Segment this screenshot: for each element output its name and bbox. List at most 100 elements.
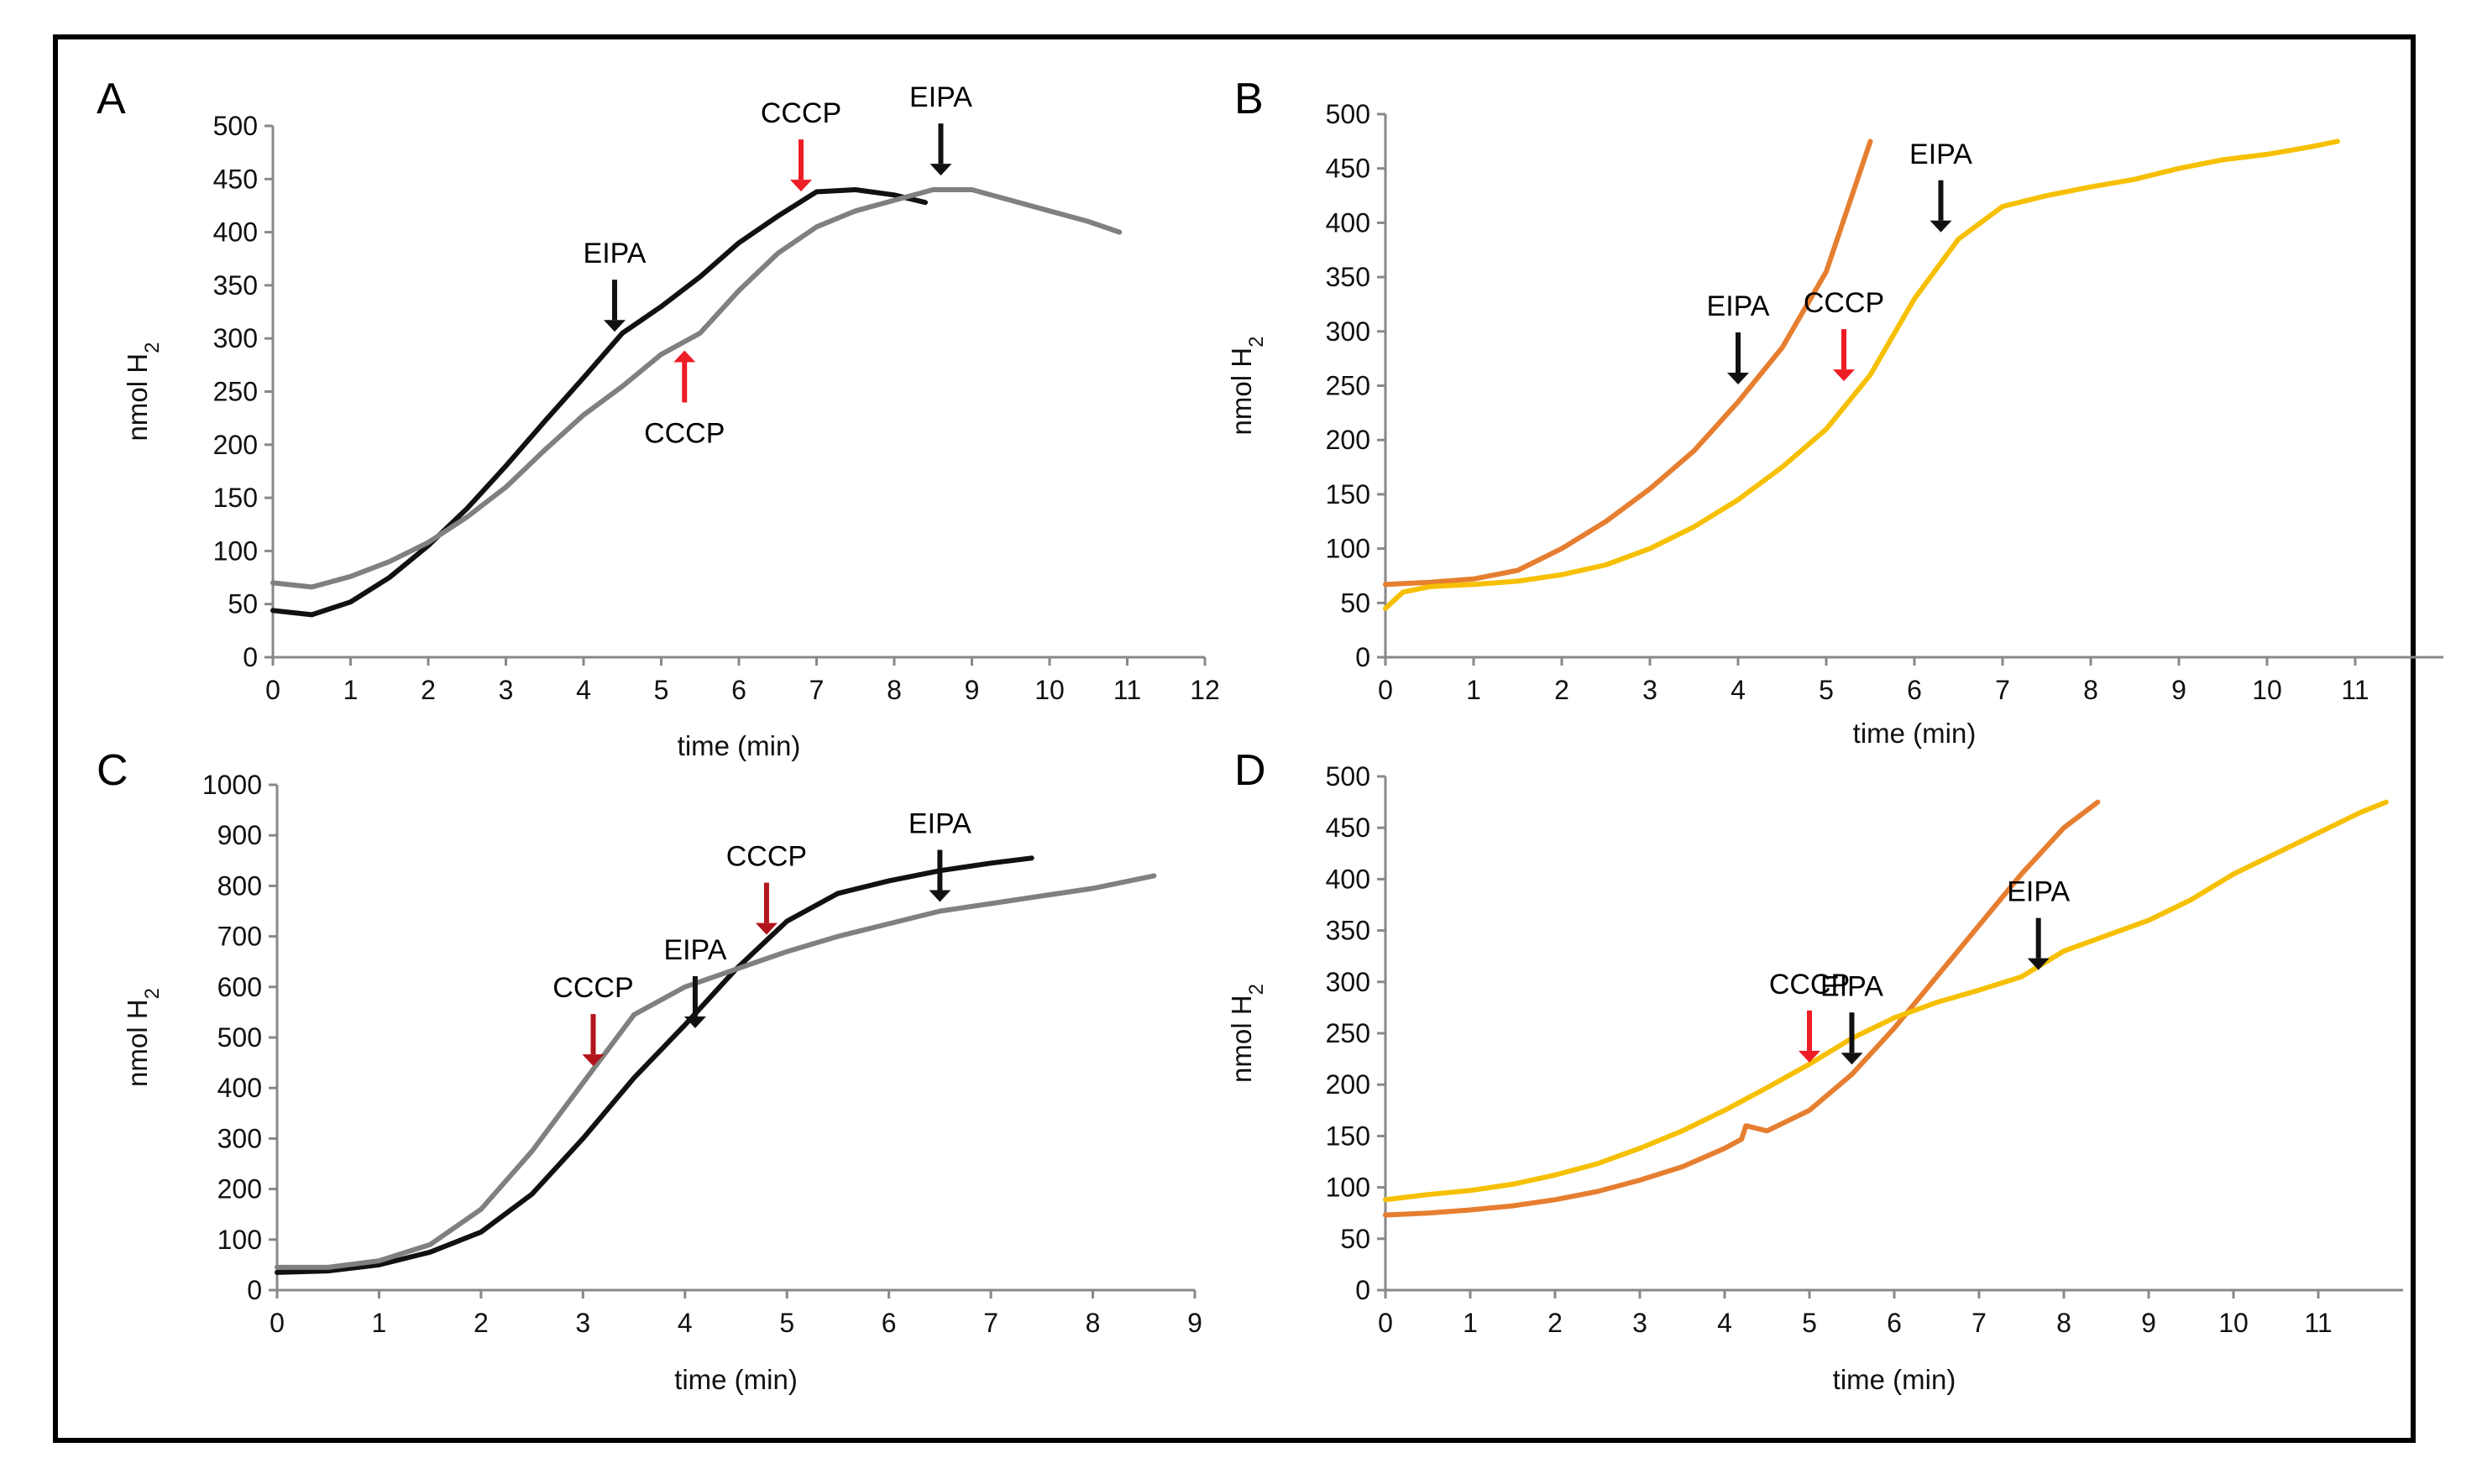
x-tick-label: 4 [576,675,591,705]
annotation-arrow-head [929,164,952,176]
x-tick-label: 9 [965,675,980,705]
annotation-arrow-head [1841,1053,1863,1065]
x-axis-title: time (min) [1853,718,1977,749]
y-axis-title: nmol H2 [122,342,164,442]
x-tick-label: 0 [265,675,280,705]
panel-c: C 0 100 200 300 400 500 600 700 800 900 1000 0 1 2 3 4 5 6… [97,746,1202,1395]
y-tick-label: 1000 [202,770,262,800]
series-line-yellow [1383,138,2340,611]
x-tick-label: 3 [575,1308,590,1338]
y-tick-label: 500 [217,1022,262,1053]
y-tick-label: 200 [1326,425,1370,455]
x-tick-label: 3 [1632,1308,1647,1338]
x-tick-label: 8 [887,675,902,705]
annotation-label: EIPA [1820,970,1883,1002]
x-tick-label: 9 [2171,675,2186,705]
x-tick-label: 5 [654,675,669,705]
x-tick-label: 11 [2304,1308,2332,1338]
y-tick-label: 100 [1326,534,1370,564]
x-tick-label: 4 [1717,1308,1732,1338]
annotation-label: CCCP [644,418,725,450]
annotation-label: EIPA [1707,290,1770,322]
annotation-arrow-head [683,1016,706,1028]
annotation-label: EIPA [584,238,647,269]
series-line-gray [275,873,1157,1270]
y-tick-label: 250 [213,377,258,407]
x-tick-label: 1 [1466,675,1481,705]
x-tick-label: 0 [270,1308,285,1338]
x-tick-label: 3 [499,675,514,705]
y-tick-label: 100 [213,536,258,566]
annotation-arrow-head [604,320,626,332]
y-tick-label: 400 [217,1073,262,1103]
y-tick-label: 350 [1326,262,1370,292]
y-axis-title-subscript: 2 [1245,337,1268,347]
annotation-label: EIPA [908,807,971,839]
y-tick-label: 500 [213,111,258,141]
x-tick-label: 2 [1547,1308,1563,1338]
x-axis-title: time (min) [1833,1364,1956,1395]
y-tick-label: 50 [1340,1224,1370,1254]
y-tick-label: 150 [1326,479,1370,509]
x-tick-label: 9 [1187,1308,1202,1338]
x-tick-label: 7 [1995,675,2010,705]
x-tick-label: 7 [809,675,825,705]
y-tick-label: 500 [1326,99,1370,129]
x-tick-label: 1 [372,1308,387,1338]
y-tick-label: 150 [1326,1121,1370,1151]
y-tick-label: 0 [1355,642,1370,672]
x-tick-label: 6 [1907,675,1922,705]
x-tick-label: 10 [2218,1308,2249,1338]
y-tick-label: 200 [1326,1069,1370,1100]
x-tick-label: 6 [882,1308,897,1338]
annotation-arrow-head [929,890,951,902]
y-axis-title-subscript: 2 [1245,984,1268,995]
y-tick-label: 200 [217,1174,262,1204]
y-tick-label: 100 [1326,1173,1370,1203]
x-tick-label: 2 [474,1308,489,1338]
y-axis-title: nmol H2 [1226,337,1268,436]
annotation-arrow-head [1727,372,1749,384]
series-line-orange [1383,799,2101,1218]
y-tick-label: 400 [1326,864,1370,894]
panel-b: B 0 50 100 150 200 250 300 350 400 450 500 0 1 2 3 4 5 6 7 8… [1226,75,2443,749]
y-tick-label: 450 [1326,154,1370,184]
x-axis-title: time (min) [674,1364,798,1395]
y-tick-label: 300 [217,1123,262,1153]
figure-border [53,34,2416,1443]
y-tick-label: 300 [213,323,258,353]
x-tick-label: 8 [2056,1308,2071,1338]
y-axis-title: nmol H2 [1226,984,1268,1083]
y-tick-label: 0 [243,642,258,672]
y-tick-label: 250 [1326,371,1370,401]
x-tick-label: 7 [1971,1308,1987,1338]
x-tick-label: 8 [1086,1308,1101,1338]
y-tick-label: 50 [228,589,258,619]
x-tick-label: 1 [343,675,359,705]
annotation-label: CCCP [552,972,633,1004]
panel-letter: A [97,75,126,123]
x-tick-label: 10 [2252,675,2282,705]
series-line-orange [1383,138,1873,588]
y-tick-label: 50 [1340,588,1370,618]
annotation-arrow-head [1799,1050,1820,1063]
annotation-label: CCCP [761,97,841,129]
annotation-arrow-head [755,922,778,935]
y-tick-label: 500 [1326,761,1370,792]
x-tick-label: 2 [1554,675,1569,705]
y-tick-label: 700 [217,922,262,952]
panel-d: D 0 50 100 150 200 250 300 350 400 450 500 0 1 2 3 4 5 6 7 8… [1226,746,2403,1395]
x-tick-label: 5 [779,1308,794,1338]
annotation-arrow-head [1833,369,1855,382]
y-tick-label: 350 [213,270,258,300]
annotation-label: CCCP [726,841,807,873]
x-tick-label: 7 [983,1308,998,1338]
x-tick-label: 0 [1378,675,1393,705]
x-tick-label: 12 [1190,675,1220,705]
y-tick-label: 300 [1326,967,1370,997]
x-tick-label: 11 [1113,675,1141,705]
series-line-gray [270,187,1123,590]
